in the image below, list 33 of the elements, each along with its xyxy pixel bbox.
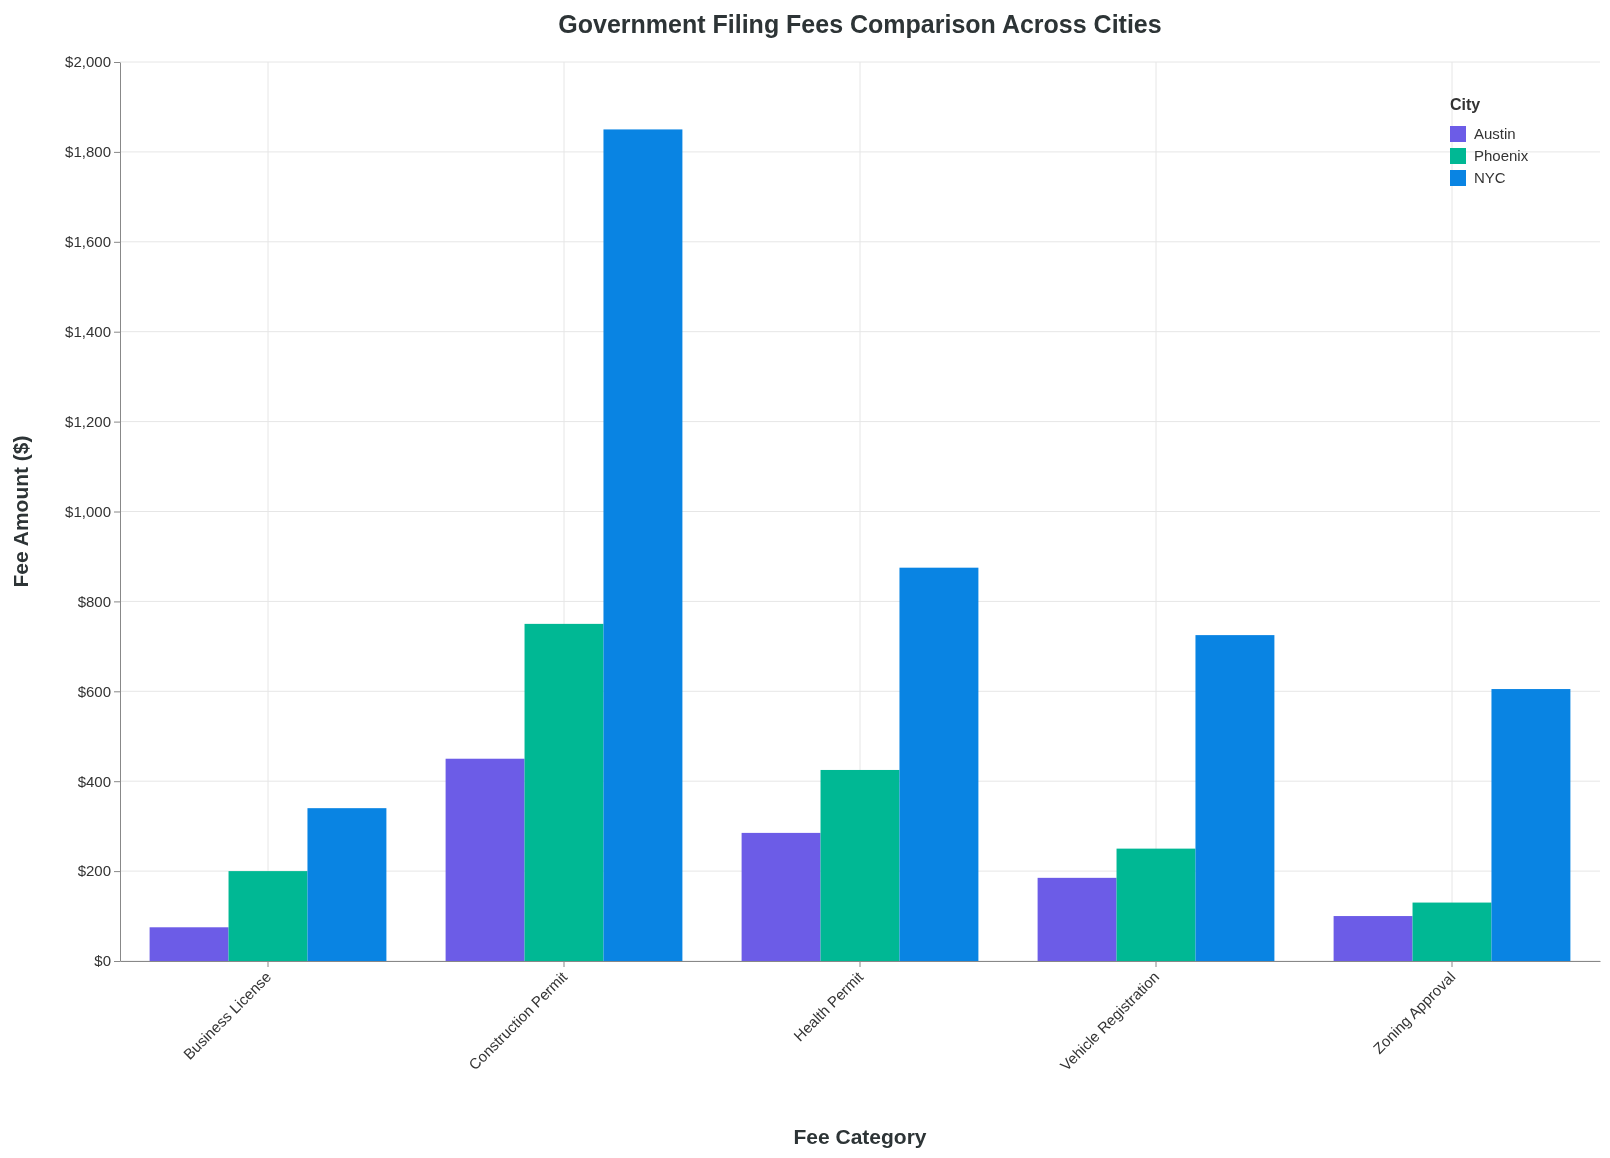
bar [820,769,900,961]
x-axis-title: Fee Category [793,1125,927,1148]
y-tick-label: $1,200 [65,412,111,430]
bar [1116,848,1196,961]
bar [149,927,229,961]
y-tick-label: $1,600 [65,233,111,251]
y-tick-label: $400 [77,772,111,790]
bar [603,129,683,961]
bar [307,808,387,961]
bar [1195,635,1275,961]
y-tick-label: $2,000 [65,53,111,71]
bar [899,567,979,961]
bar [1491,689,1571,961]
legend-label: Austin [1474,125,1516,142]
bar [1333,916,1413,961]
y-tick-label: $1,000 [65,502,111,520]
y-tick-label: $1,400 [65,323,111,340]
bar [741,832,821,961]
bar [1037,877,1117,961]
y-tick-label: $0 [94,952,111,970]
legend-title: City [1450,96,1481,113]
y-tick-label: $800 [77,592,111,610]
y-tick-label: $200 [77,862,111,880]
legend-label: Phoenix [1474,147,1529,164]
bar [445,758,525,961]
y-axis-title: Fee Amount ($) [9,435,32,588]
chart-title: Government Filing Fees Comparison Across Cities [558,10,1162,38]
bar [1412,902,1492,961]
bar [228,871,308,961]
y-tick-label: $1,800 [65,143,111,161]
y-tick-label: $600 [77,682,111,700]
legend-label: NYC [1474,169,1506,186]
bar [524,623,604,961]
